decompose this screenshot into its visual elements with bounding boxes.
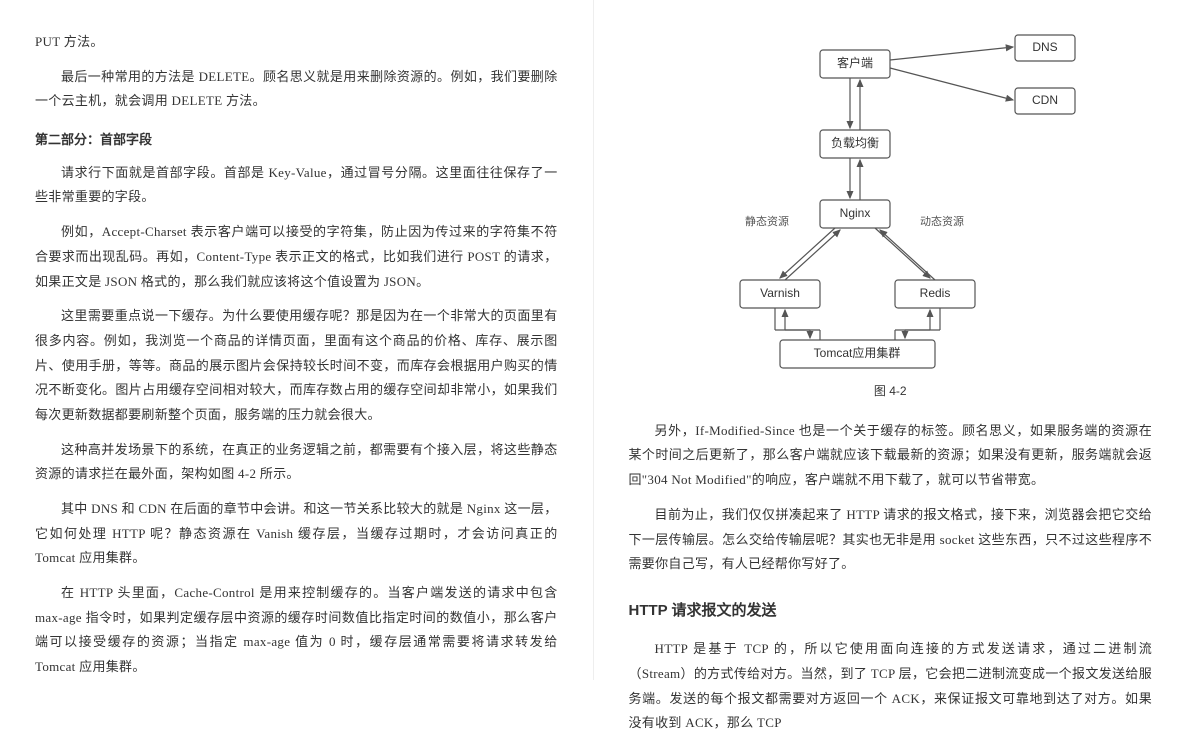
node-redis: Redis — [920, 286, 951, 300]
node-varnish: Varnish — [760, 286, 800, 300]
subheading: 第二部分：首部字段 — [35, 128, 558, 153]
edge-dynamic: 动态资源 — [920, 214, 964, 228]
para: HTTP 是基于 TCP 的，所以它使用面向连接的方式发送请求，通过二进制流（S… — [629, 637, 1153, 736]
para: PUT 方法。 — [35, 30, 558, 55]
para: 最后一种常用的方法是 DELETE。顾名思义就是用来删除资源的。例如，我们要删除… — [35, 65, 558, 114]
page-left: PUT 方法。 最后一种常用的方法是 DELETE。顾名思义就是用来删除资源的。… — [0, 0, 594, 680]
para: 另外，If-Modified-Since 也是一个关于缓存的标签。顾名思义，如果… — [629, 419, 1153, 493]
node-nginx: Nginx — [840, 206, 871, 220]
node-dns: DNS — [1033, 40, 1058, 54]
page-right: 客户端 DNS CDN 负载均衡 Nginx Varnish Redis Tom… — [594, 0, 1187, 680]
para: 其中 DNS 和 CDN 在后面的章节中会讲。和这一节关系比较大的就是 Ngin… — [35, 497, 558, 571]
node-lb: 负载均衡 — [831, 136, 879, 150]
para: 这种高并发场景下的系统，在真正的业务逻辑之前，都需要有个接入层，将这些静态资源的… — [35, 438, 558, 487]
node-cdn: CDN — [1032, 93, 1058, 107]
para: 例如，Accept-Charset 表示客户端可以接受的字符集，防止因为传过来的… — [35, 220, 558, 294]
node-client: 客户端 — [837, 55, 873, 70]
architecture-diagram: 客户端 DNS CDN 负载均衡 Nginx Varnish Redis Tom… — [685, 30, 1095, 370]
para: 请求行下面就是首部字段。首部是 Key-Value，通过冒号分隔。这里面往往保存… — [35, 161, 558, 210]
para: 目前为止，我们仅仅拼凑起来了 HTTP 请求的报文格式，接下来，浏览器会把它交给… — [629, 503, 1153, 577]
para: 在 HTTP 头里面，Cache-Control 是用来控制缓存的。当客户端发送… — [35, 581, 558, 680]
node-tomcat: Tomcat应用集群 — [814, 345, 901, 360]
section-title: HTTP 请求报文的发送 — [629, 597, 1153, 626]
figure-caption: 图 4-2 — [629, 380, 1153, 403]
edge-static: 静态资源 — [745, 214, 789, 228]
para: 这里需要重点说一下缓存。为什么要使用缓存呢？那是因为在一个非常大的页面里有很多内… — [35, 304, 558, 427]
